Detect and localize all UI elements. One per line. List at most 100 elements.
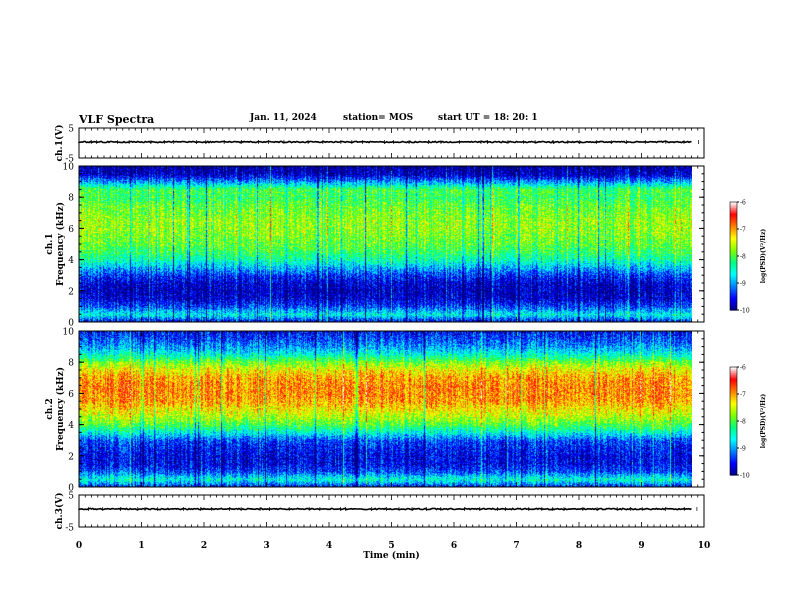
colorbar-swatch (730, 275, 737, 279)
colorbar-swatch (730, 302, 737, 306)
colorbar-swatch (730, 238, 737, 241)
figure-title: VLF Spectra (79, 113, 155, 126)
colorbar-swatch (730, 252, 737, 255)
y-tick-label: 10 (63, 328, 75, 338)
figure-start-time: start UT = 18: 20: 1 (438, 113, 538, 123)
colorbar-swatch (730, 254, 737, 257)
colorbar-swatch (730, 403, 737, 406)
colorbar-swatch (730, 227, 737, 230)
colorbar-swatch (730, 265, 737, 268)
colorbar-swatch (730, 214, 737, 217)
colorbar-swatch (730, 283, 737, 286)
y-axis-label: Frequency (kHz) (55, 367, 66, 451)
colorbar-swatch (730, 207, 737, 210)
colorbar-swatch (730, 230, 737, 234)
x-axis-label: Time (min) (363, 550, 420, 561)
colorbar-swatch (730, 301, 737, 304)
colorbar-swatch (730, 304, 737, 307)
colorbar-swatch (730, 232, 737, 235)
colorbar-swatch (730, 399, 737, 402)
colorbar-swatch (730, 440, 737, 444)
figure-date: Jan. 11, 2024 (250, 113, 317, 123)
colorbar-swatch (730, 408, 737, 411)
colorbar-swatch (730, 239, 737, 243)
y-tick-label: 2 (68, 452, 74, 462)
colorbar-swatch (730, 245, 737, 248)
colorbar-swatch (730, 424, 737, 427)
waveform-trace (78, 507, 692, 511)
colorbar-swatch (730, 277, 737, 280)
y-tick-label: 6 (68, 390, 74, 400)
y-tick-label: 8 (68, 194, 74, 204)
colorbar-swatch (730, 221, 737, 225)
colorbar-swatch (730, 430, 737, 433)
colorbar-swatch (730, 297, 737, 300)
colorbar-swatch (730, 299, 737, 302)
colorbar-swatch (730, 367, 737, 370)
colorbar-swatch (730, 431, 737, 435)
y-axis-label: ch.2 (45, 398, 55, 419)
x-tick-label: 3 (263, 541, 269, 551)
y-tick-label: 4 (68, 421, 74, 431)
colorbar-swatch (730, 422, 737, 426)
y-tick-label: 5 (68, 125, 74, 135)
colorbar-swatch (730, 442, 737, 445)
y-tick-label: 2 (68, 287, 74, 297)
colorbar-swatch (730, 241, 737, 244)
colorbar-swatch (730, 212, 737, 216)
colorbar-swatch (730, 202, 737, 205)
y-axis-label: Frequency (kHz) (55, 202, 66, 286)
y-tick-label: 0 (68, 484, 74, 494)
colorbar-swatch (730, 437, 737, 440)
x-tick-label: 1 (138, 541, 144, 551)
x-tick-label: 0 (76, 541, 82, 551)
colorbar-swatch (730, 394, 737, 397)
colorbar-swatch (730, 417, 737, 420)
colorbar-swatch (730, 419, 737, 422)
colorbar-swatch (730, 397, 737, 400)
colorbar-swatch (730, 290, 737, 293)
colorbar-tick-label: -8 (740, 254, 746, 261)
x-tick-label: 10 (698, 541, 711, 551)
colorbar-swatch (730, 439, 737, 442)
colorbar-swatch (730, 236, 737, 239)
colorbar-swatch (730, 225, 737, 228)
colorbar-swatch (730, 467, 737, 471)
colorbar-swatch (730, 281, 737, 284)
colorbar-swatch (730, 220, 737, 223)
x-tick-label: 9 (638, 541, 644, 551)
colorbar-swatch (730, 426, 737, 429)
colorbar-swatch (730, 368, 737, 372)
colorbar-swatch (730, 390, 737, 393)
colorbar-swatch (730, 256, 737, 259)
colorbar-label: log(PSD)(V²/Hz) (760, 394, 767, 449)
colorbar-swatch (730, 218, 737, 221)
colorbar-swatch (730, 392, 737, 395)
colorbar-swatch (730, 257, 737, 261)
colorbar-swatch (730, 457, 737, 460)
colorbar-swatch (730, 270, 737, 273)
colorbar-swatch (730, 404, 737, 408)
colorbar-tick-label: -9 (740, 281, 746, 288)
colorbar-swatch (730, 471, 737, 474)
colorbar-swatch (730, 306, 737, 309)
colorbar-tick-label: -7 (740, 392, 746, 399)
x-tick-label: 7 (513, 541, 519, 551)
colorbar-swatch (730, 370, 737, 373)
colorbar-swatch (730, 458, 737, 462)
colorbar-tick-label: -10 (740, 473, 750, 480)
colorbar-swatch (730, 388, 737, 391)
colorbar-swatch (730, 462, 737, 465)
colorbar-swatch (730, 288, 737, 291)
colorbar-swatch (730, 209, 737, 212)
x-tick-label: 2 (201, 541, 207, 551)
x-tick-label: 8 (576, 541, 582, 551)
colorbar-swatch (730, 401, 737, 404)
figure-station: station= MOS (343, 113, 414, 123)
colorbar-swatch (730, 433, 737, 436)
colorbar-swatch (730, 377, 737, 381)
spectrogram-image-ch2 (79, 331, 692, 487)
y-tick-label: 10 (63, 163, 75, 173)
colorbar-swatch (730, 451, 737, 454)
